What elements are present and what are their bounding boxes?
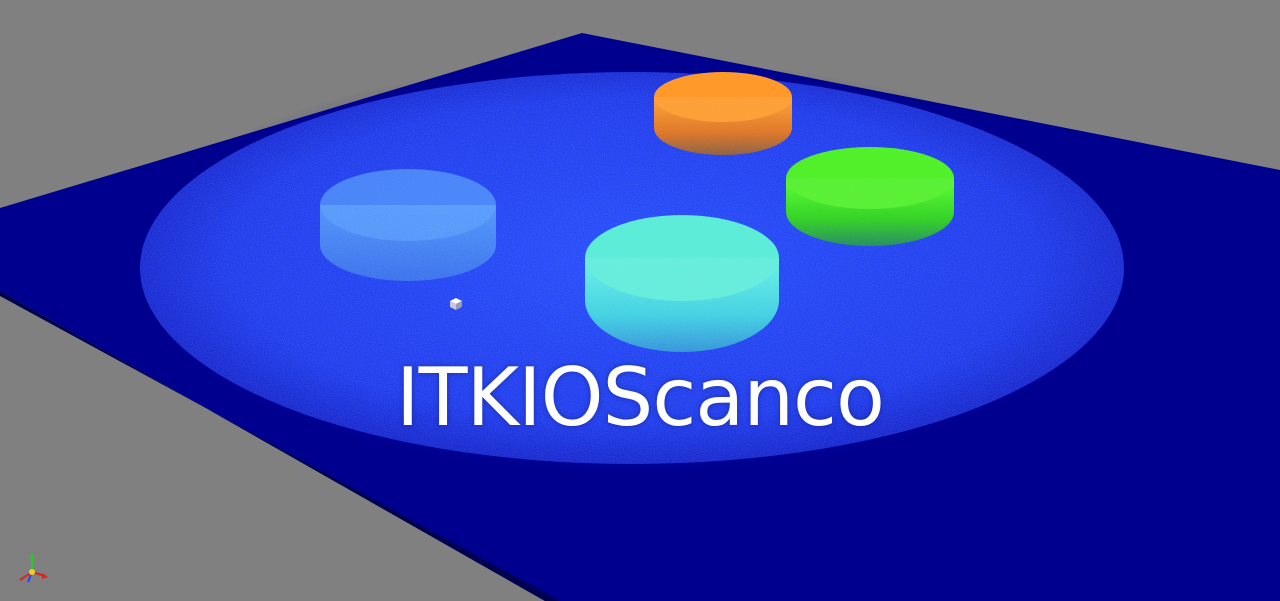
- cylinder-orange[interactable]: [654, 72, 792, 155]
- overlay-title: ITKIOScanco: [396, 351, 885, 444]
- cylinder-cyan[interactable]: [585, 215, 779, 352]
- orientation-axes-icon[interactable]: [14, 552, 50, 588]
- cylinder-green[interactable]: [786, 147, 954, 246]
- rotation-center-icon: [450, 298, 462, 310]
- cylinder-dim-cyan[interactable]: [320, 169, 496, 281]
